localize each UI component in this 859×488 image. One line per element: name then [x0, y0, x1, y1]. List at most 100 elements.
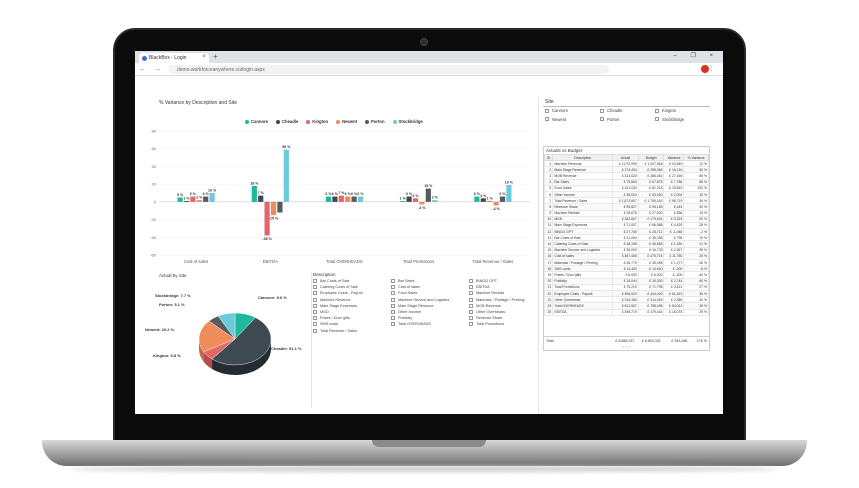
- bar: [203, 196, 209, 202]
- desc-option[interactable]: MOB Revenue: [469, 303, 538, 308]
- legend-item-cheadle[interactable]: Cheadle: [276, 119, 298, 124]
- desc-option[interactable]: Food Sales: [391, 291, 469, 296]
- checkbox[interactable]: [313, 309, 317, 314]
- table-row[interactable]: 16 Cost of sales £ 487,465 £ 475,715 £ 11,75…: [543, 252, 709, 261]
- close-icon[interactable]: ×: [202, 54, 206, 60]
- checkbox[interactable]: [313, 303, 317, 308]
- checkbox[interactable]: [391, 285, 395, 290]
- desc-option[interactable]: Cost of sales: [391, 285, 469, 290]
- legend-item-purton[interactable]: Purton: [365, 119, 385, 124]
- pie-side-kington[interactable]: [203, 351, 213, 370]
- desc-option[interactable]: Main Stage Expenses: [313, 303, 391, 308]
- table-row[interactable]: 12 BINGO GPT £ 27,760 £ 28,712 £ -1,048 -2 %: [543, 228, 709, 236]
- checkbox[interactable]: [469, 322, 473, 327]
- browser-tab[interactable]: BlackBox - Login ×: [139, 53, 209, 63]
- checkbox[interactable]: [545, 108, 549, 113]
- checkbox[interactable]: [469, 297, 473, 302]
- table-row[interactable]: 6 Other Income £ 35,004 £ 33,000 £ 2,004 15 %: [543, 190, 709, 199]
- checkbox[interactable]: [391, 291, 395, 296]
- checkbox[interactable]: [469, 291, 473, 296]
- desc-option[interactable]: Bar Sales: [391, 279, 469, 283]
- legend-item-newent[interactable]: Newent: [336, 119, 357, 124]
- site-option-purton[interactable]: Purton: [600, 117, 655, 122]
- desc-option[interactable]: Machine Revenue: [313, 297, 391, 302]
- new-tab-icon[interactable]: +: [213, 52, 218, 61]
- pie-slice-cheadle[interactable]: [211, 317, 272, 366]
- checkbox[interactable]: [391, 322, 395, 327]
- checkbox[interactable]: [391, 316, 395, 321]
- table-row[interactable]: 8 Revenue Share £ 95,827 £ 95,183 £ 444 20 %: [543, 203, 709, 211]
- table-row[interactable]: 3 MOB Revenue £ 313,620 £ 286,452 £ 27,166 55…: [543, 172, 709, 180]
- legend-item-kington[interactable]: Kington: [306, 119, 328, 124]
- desc-option[interactable]: EBITDA: [469, 285, 538, 290]
- desc-option[interactable]: Total Revenue / Sales: [313, 328, 391, 333]
- desc-option[interactable]: Publicity: [391, 316, 469, 321]
- desc-option-label: MOB Revenue: [476, 303, 501, 308]
- checkbox[interactable]: [655, 117, 659, 121]
- site-panel-title: Site: [545, 99, 554, 105]
- table-row[interactable]: 5 Food Sales £ 101,033 £ 81,218 £ 19,815 100 …: [543, 184, 709, 192]
- checkbox[interactable]: [391, 297, 395, 302]
- legend-item-stockbridge[interactable]: Stockbridge: [392, 119, 423, 124]
- site-option-cannore[interactable]: Cannore: [545, 108, 600, 113]
- y-tick-label: 60: [152, 146, 157, 151]
- checkbox[interactable]: [469, 309, 473, 314]
- table-row[interactable]: 25 EBITDA £ 498,719 £ 479,444 £ 16,078 29 %: [543, 308, 709, 316]
- desc-option[interactable]: Machine Rentals: [469, 291, 538, 296]
- desc-option[interactable]: Catering Costs of Sale: [313, 285, 391, 290]
- checkbox[interactable]: [391, 303, 395, 308]
- checkbox[interactable]: [600, 117, 604, 121]
- checkbox[interactable]: [313, 328, 317, 333]
- data-label: 5 %: [177, 193, 184, 197]
- pie-slice-newent[interactable]: [198, 320, 236, 353]
- desc-option[interactable]: Total Promotions: [469, 322, 538, 327]
- pie-slice-stockbridge[interactable]: [217, 312, 236, 340]
- checkbox[interactable]: [469, 285, 473, 290]
- desc-option[interactable]: Materials / Postage / Printing: [469, 297, 538, 302]
- checkbox[interactable]: [469, 279, 473, 283]
- pie-side-cheadle[interactable]: [212, 339, 271, 375]
- nav-buttons[interactable]: ← → ↻: [139, 66, 178, 73]
- checkbox[interactable]: [313, 291, 317, 296]
- window-controls[interactable]: – ❐ ×: [673, 53, 719, 59]
- menu-icon[interactable]: ⋮: [708, 66, 717, 72]
- desc-option[interactable]: MGD: [313, 309, 391, 314]
- checkbox[interactable]: [313, 297, 317, 302]
- checkbox[interactable]: [391, 279, 395, 283]
- checkbox[interactable]: [313, 285, 317, 290]
- site-option-newent[interactable]: Newent: [545, 117, 600, 122]
- site-option-kington[interactable]: Kington: [655, 108, 710, 113]
- checkbox[interactable]: [313, 279, 317, 283]
- table-row[interactable]: 19 Prizes / Door gifts £ 6,000 £ 6,400 £ -40…: [543, 271, 709, 279]
- table-row[interactable]: 4 Bar Sales £ 75,663 £ 67,876 £ 7,786 66 %: [543, 178, 709, 186]
- checkbox[interactable]: [313, 316, 317, 321]
- checkbox[interactable]: [545, 117, 549, 121]
- y-tick-label: -40: [150, 235, 157, 240]
- desc-option[interactable]: Other Income: [391, 309, 469, 314]
- data-label: 18 %: [250, 181, 259, 185]
- site-option-stockbridge[interactable]: Stockbridge: [655, 117, 710, 122]
- checkbox[interactable]: [600, 108, 604, 113]
- url-input[interactable]: demo.workforceanywhere.co/login.aspx: [169, 65, 609, 74]
- desc-option[interactable]: Bar Costs of Sale: [313, 279, 391, 283]
- desc-option[interactable]: Machine Service and Logistics: [391, 297, 469, 302]
- desc-option[interactable]: Total OVERHEADS: [391, 322, 469, 327]
- checkbox[interactable]: [469, 316, 473, 321]
- checkbox[interactable]: [313, 322, 317, 327]
- pie-side-newent[interactable]: [199, 339, 204, 362]
- checkbox[interactable]: [655, 108, 659, 113]
- desc-option[interactable]: Other Overheads: [469, 309, 538, 314]
- desc-option[interactable]: BINGO GPT: [469, 279, 538, 283]
- desc-option-label: Catering Costs of Sale: [320, 285, 358, 290]
- site-option-cheadle[interactable]: Cheadle: [600, 108, 655, 113]
- pager[interactable]: « ‹ › »: [621, 344, 632, 349]
- profile-avatar[interactable]: [701, 65, 709, 73]
- desc-option[interactable]: Prizes / Door gifts: [313, 316, 391, 321]
- desc-option[interactable]: Employee Costs - Payroll: [313, 291, 391, 296]
- legend-item-cannore[interactable]: Cannore: [245, 119, 268, 124]
- checkbox[interactable]: [391, 309, 395, 314]
- desc-option[interactable]: Main Stage Revenue: [391, 303, 469, 308]
- desc-option[interactable]: Revenue Share: [469, 316, 538, 321]
- desc-option[interactable]: SMS costs: [313, 322, 391, 327]
- checkbox[interactable]: [469, 303, 473, 308]
